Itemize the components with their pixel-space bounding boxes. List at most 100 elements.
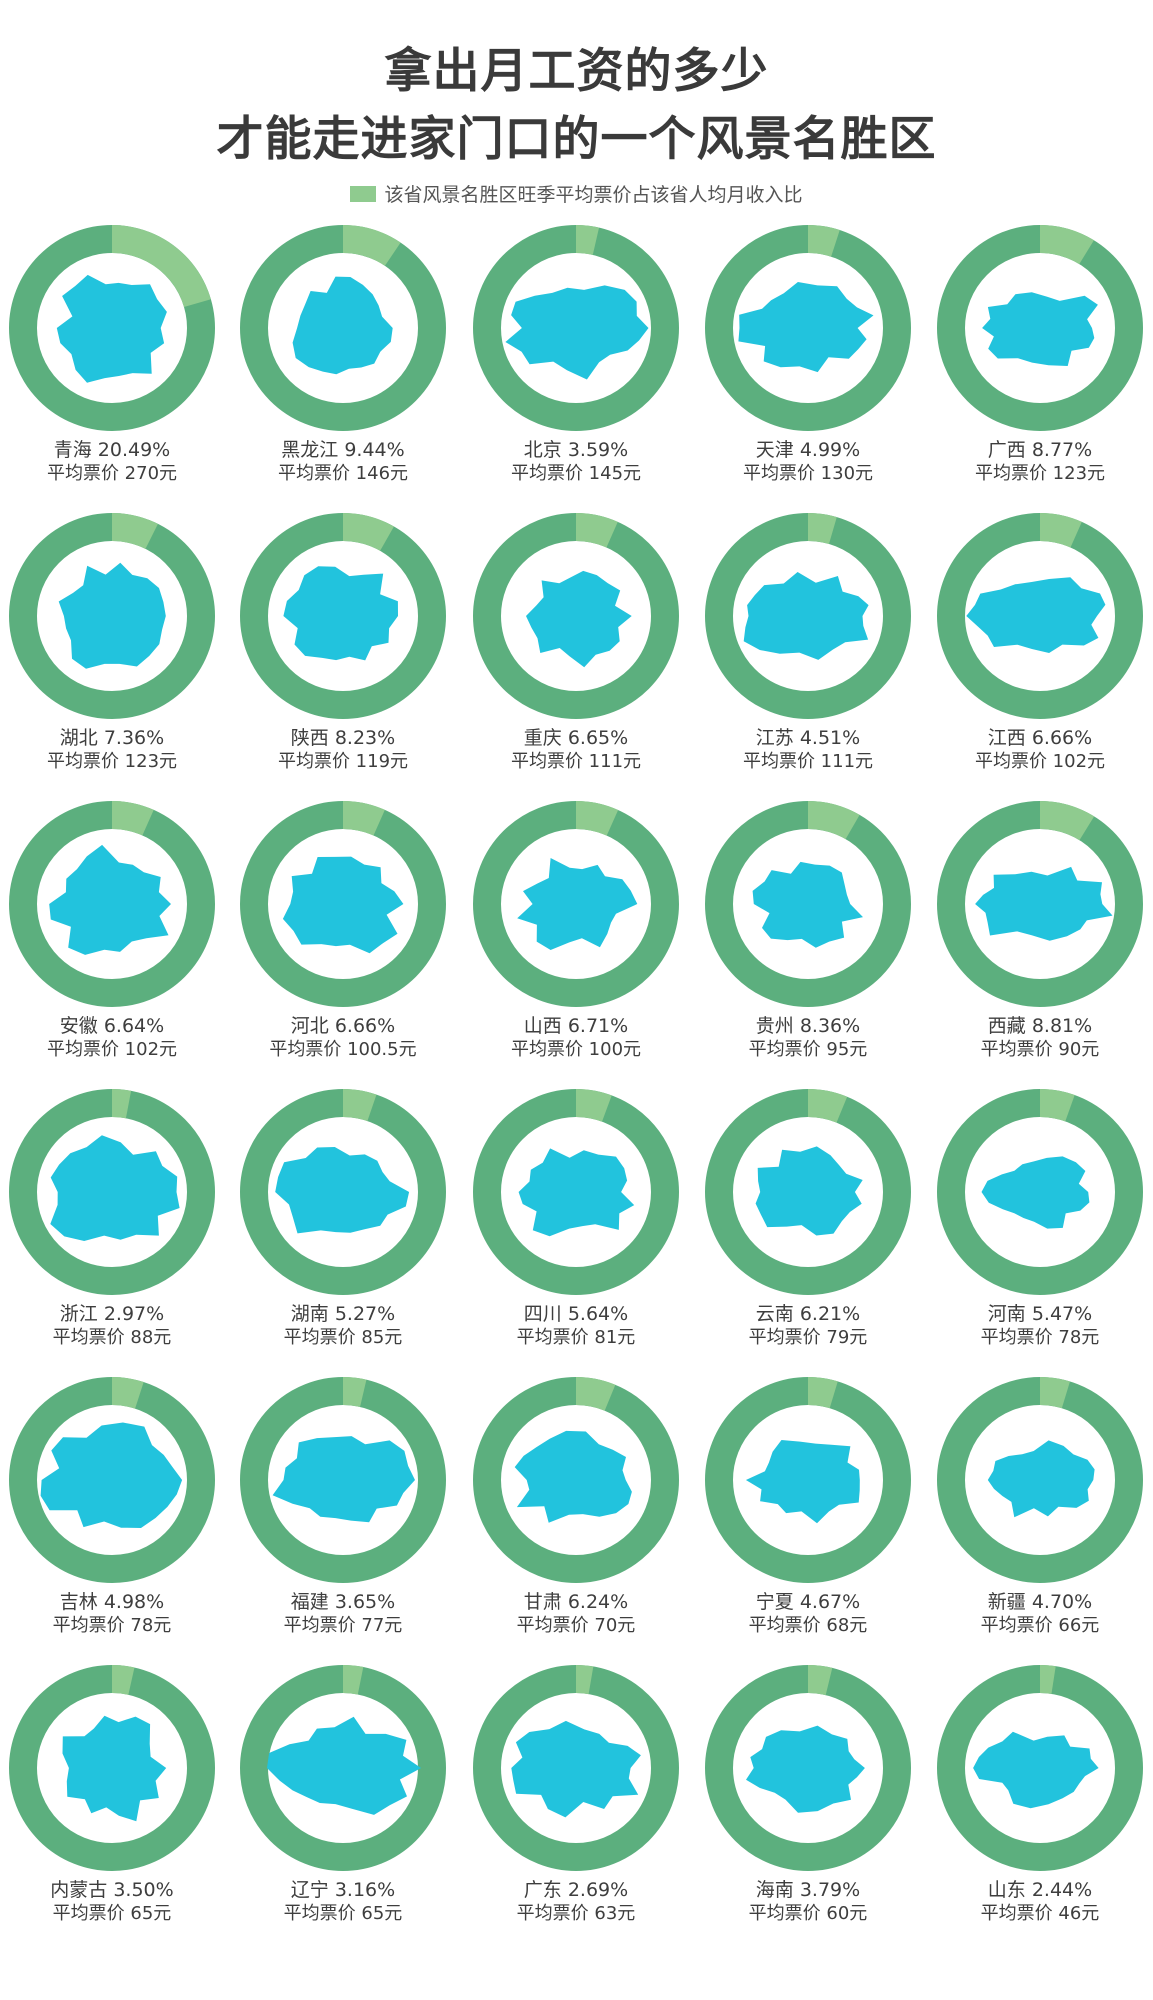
ring-slice xyxy=(111,1089,132,1119)
province-map-icon xyxy=(49,844,172,955)
price-label: 平均票价 111元 xyxy=(743,751,873,772)
province-map-icon xyxy=(746,1725,865,1813)
province-label: 安徽 6.64% xyxy=(60,1015,164,1037)
price-label: 平均票价 270元 xyxy=(47,463,177,484)
province-label: 云南 6.21% xyxy=(756,1303,860,1325)
donut-18: 四川 5.64%平均票价 81元 xyxy=(473,1089,679,1348)
ring-slice xyxy=(1039,801,1095,841)
price-label: 平均票价 60元 xyxy=(749,1903,868,1924)
ring-slice xyxy=(342,1377,367,1408)
ring-slice xyxy=(575,801,619,836)
province-map-icon xyxy=(272,1436,415,1523)
ring-slice xyxy=(575,1089,612,1122)
province-map-icon xyxy=(282,856,404,954)
donut-7: 陕西 8.23%平均票价 119元 xyxy=(240,513,446,772)
ring-slice xyxy=(807,801,860,840)
ring-slice xyxy=(111,801,154,836)
province-label: 湖南 5.27% xyxy=(291,1303,395,1325)
ring-slice xyxy=(1039,225,1094,265)
province-label: 江西 6.66% xyxy=(988,727,1092,749)
ring-slice xyxy=(575,1665,594,1695)
province-label: 浙江 2.97% xyxy=(60,1303,164,1325)
price-label: 平均票价 65元 xyxy=(284,1903,403,1924)
province-map-icon xyxy=(292,276,393,375)
price-label: 平均票价 68元 xyxy=(749,1615,868,1636)
donut-21: 吉林 4.98%平均票价 78元 xyxy=(9,1377,215,1636)
province-label: 四川 5.64% xyxy=(524,1303,628,1325)
legend-swatch xyxy=(350,185,377,202)
donut-24: 宁夏 4.67%平均票价 68元 xyxy=(705,1377,911,1636)
price-label: 平均票价 123元 xyxy=(47,751,177,772)
province-map-icon xyxy=(505,285,649,380)
donut-22: 福建 3.65%平均票价 77元 xyxy=(240,1377,446,1636)
donut-11: 安徽 6.64%平均票价 102元 xyxy=(9,801,215,1060)
province-label: 天津 4.99% xyxy=(756,439,860,461)
province-label: 江苏 4.51% xyxy=(756,727,860,749)
price-label: 平均票价 95元 xyxy=(749,1039,868,1060)
ring-slice xyxy=(111,513,158,550)
province-label: 山西 6.71% xyxy=(524,1015,628,1037)
donut-10: 江西 6.66%平均票价 102元 xyxy=(937,513,1143,772)
province-map-icon xyxy=(511,1720,641,1818)
donut-28: 广东 2.69%平均票价 63元 xyxy=(473,1665,679,1924)
donut-29: 海南 3.79%平均票价 60元 xyxy=(705,1665,911,1924)
province-map-icon xyxy=(58,562,166,669)
province-label: 河南 5.47% xyxy=(988,1303,1092,1325)
province-label: 西藏 8.81% xyxy=(988,1015,1092,1037)
ring-slice xyxy=(111,1664,135,1695)
price-label: 平均票价 111元 xyxy=(511,751,641,772)
donut-13: 山西 6.71%平均票价 100元 xyxy=(473,801,679,1060)
province-label: 甘肃 6.24% xyxy=(524,1591,628,1613)
ring-slice xyxy=(342,801,385,836)
donut-6: 湖北 7.36%平均票价 123元 xyxy=(9,513,215,772)
price-label: 平均票价 100.5元 xyxy=(269,1039,416,1060)
donut-30: 山东 2.44%平均票价 46元 xyxy=(937,1664,1143,1924)
province-label: 宁夏 4.67% xyxy=(756,1591,860,1613)
province-label: 陕西 8.23% xyxy=(291,727,395,749)
province-label: 海南 3.79% xyxy=(756,1879,860,1901)
province-map-icon xyxy=(526,570,632,668)
province-map-icon xyxy=(50,1135,180,1241)
donut-27: 辽宁 3.16%平均票价 65元 xyxy=(240,1665,446,1924)
donut-8: 重庆 6.65%平均票价 111元 xyxy=(473,513,679,772)
ring-slice xyxy=(807,1665,833,1696)
ring-slice xyxy=(575,1377,616,1411)
ring-slice xyxy=(807,225,840,257)
province-label: 吉林 4.98% xyxy=(60,1591,164,1613)
ring-slice xyxy=(342,513,394,552)
price-label: 平均票价 65元 xyxy=(53,1903,172,1924)
price-label: 平均票价 46元 xyxy=(981,1903,1100,1924)
ring-slice xyxy=(575,513,618,548)
donut-9: 江苏 4.51%平均票价 111元 xyxy=(705,513,911,772)
province-map-icon xyxy=(752,861,863,948)
province-map-icon xyxy=(966,577,1106,653)
province-label: 黑龙江 9.44% xyxy=(281,439,404,461)
province-map-icon xyxy=(745,1440,860,1524)
province-map-icon xyxy=(738,282,874,373)
price-label: 平均票价 85元 xyxy=(284,1327,403,1348)
price-label: 平均票价 81元 xyxy=(517,1327,636,1348)
ring-slice xyxy=(342,1665,364,1695)
price-label: 平均票价 70元 xyxy=(517,1615,636,1636)
province-label: 青海 20.49% xyxy=(54,439,171,461)
province-map-icon xyxy=(743,572,869,660)
ring-slice xyxy=(342,1089,377,1122)
price-label: 平均票价 102元 xyxy=(975,751,1105,772)
ring-slice xyxy=(1039,1089,1075,1122)
donut-14: 贵州 8.36%平均票价 95元 xyxy=(705,801,911,1060)
donut-20: 河南 5.47%平均票价 78元 xyxy=(937,1089,1143,1348)
price-label: 平均票价 77元 xyxy=(284,1615,403,1636)
donut-5: 广西 8.77%平均票价 123元 xyxy=(937,225,1143,484)
donut-12: 河北 6.66%平均票价 100.5元 xyxy=(240,801,446,1060)
province-label: 新疆 4.70% xyxy=(988,1591,1092,1613)
ring-slice xyxy=(342,225,401,267)
donut-19: 云南 6.21%平均票价 79元 xyxy=(705,1089,911,1348)
price-label: 平均票价 88元 xyxy=(53,1327,172,1348)
ring-slice xyxy=(807,1089,848,1123)
legend: 该省风景名胜区旺季平均票价占该省人均月收入比 xyxy=(0,180,1153,207)
donut-26: 内蒙古 3.50%平均票价 65元 xyxy=(9,1664,215,1924)
donut-3: 北京 3.59%平均票价 145元 xyxy=(473,224,679,484)
province-map-icon xyxy=(275,1147,410,1234)
ring-slice xyxy=(1039,1377,1070,1409)
